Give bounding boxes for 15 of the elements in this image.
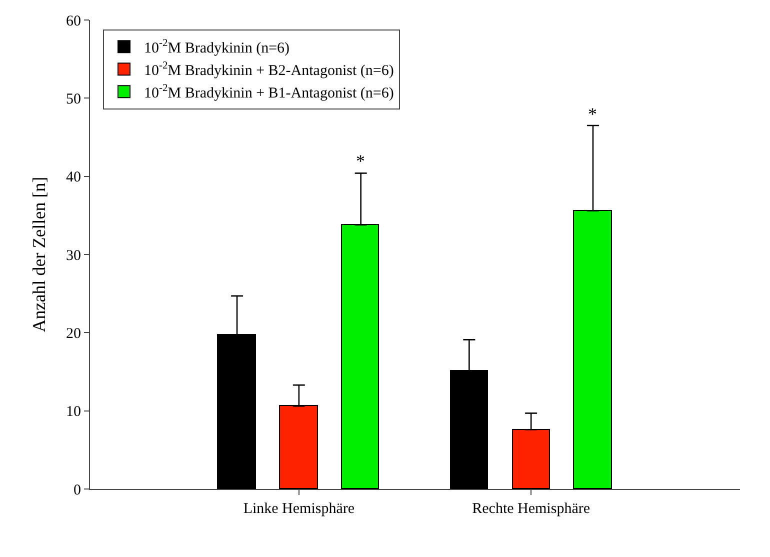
legend-label: 10$^{-2}$M Bradykinin + B2-Antagonist (n=6)	[144, 60, 394, 79]
y-tick-label: 0	[74, 482, 81, 498]
y-tick-label: 30	[66, 248, 81, 264]
y-tick-label: 20	[66, 326, 81, 342]
annotation: *	[588, 104, 597, 124]
x-tick-label: Linke Hemisphäre	[243, 501, 355, 517]
y-tick-label: 60	[66, 13, 81, 30]
y-axis-title: Anzahl der Zellen [n]	[29, 176, 50, 332]
y-tick-label: 50	[66, 91, 81, 108]
y-tick-label: 40	[66, 170, 81, 186]
x-tick-label: Rechte Hemisphäre	[472, 501, 590, 517]
legend-label: 10$^{-2}$M Bradykinin + B1-Antagonist (n=6)	[144, 83, 394, 102]
annotation: *	[356, 151, 365, 171]
legend-label: 10$^{-2}$M Bradykinin (n=6)	[144, 38, 290, 56]
y-tick-label: 10	[66, 404, 81, 420]
